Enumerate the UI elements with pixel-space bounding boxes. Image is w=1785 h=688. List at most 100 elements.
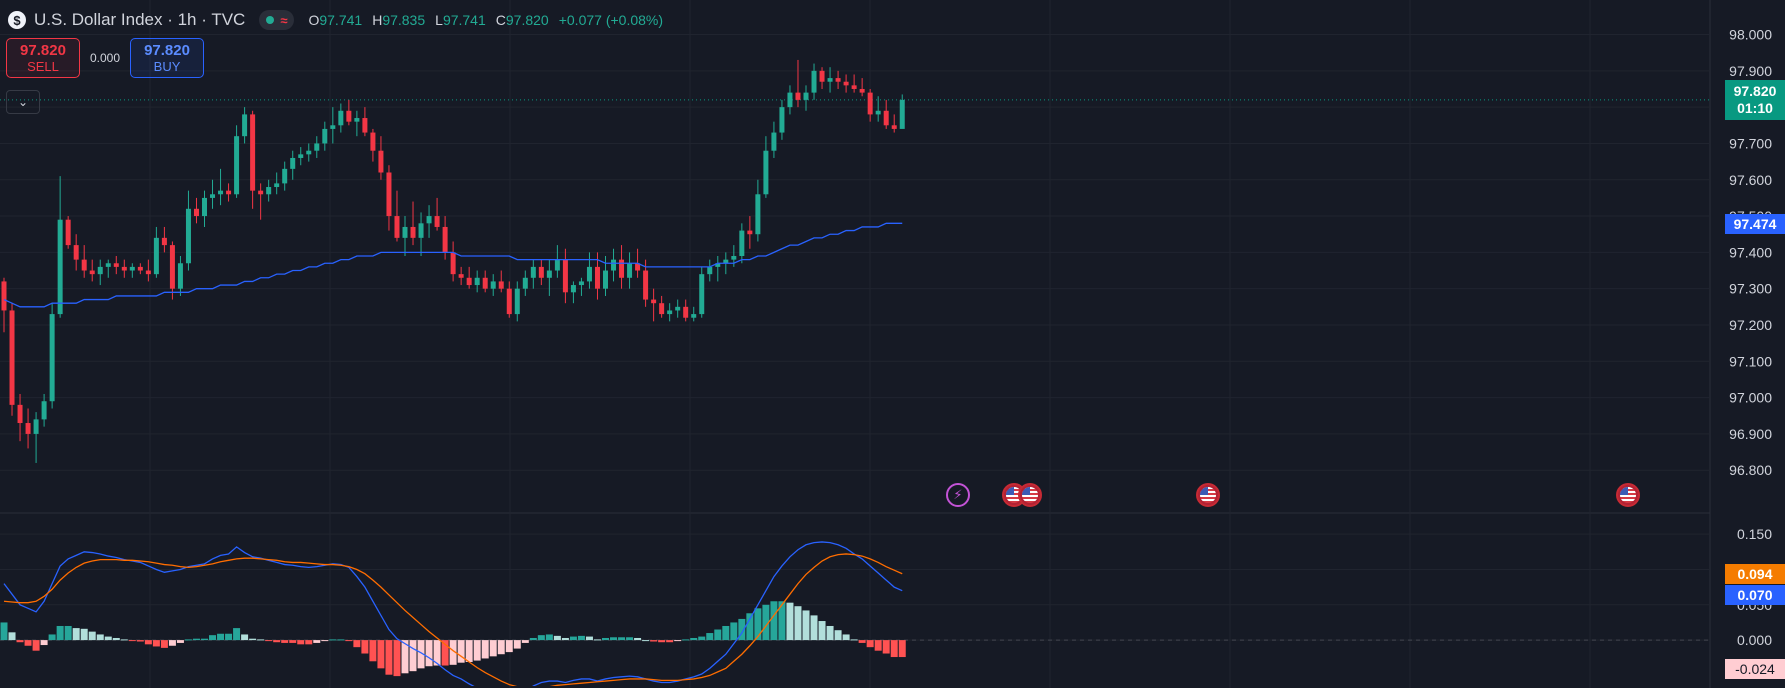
buy-button[interactable]: 97.820 BUY: [130, 38, 205, 78]
macd-histogram-bar: [690, 637, 698, 641]
candle-body: [627, 263, 633, 278]
candle-body: [683, 306, 689, 318]
macd-histogram-bar: [521, 640, 529, 643]
candle-body: [298, 154, 304, 158]
macd-histogram-bar: [553, 635, 561, 641]
candle-body: [218, 190, 224, 195]
macd-histogram-bar: [513, 640, 521, 649]
price-tick-label: 97.900: [1729, 63, 1772, 79]
open-label: O: [308, 12, 320, 28]
candle-body: [691, 314, 697, 318]
macd-histogram-bar: [866, 640, 874, 648]
macd-histogram-bar: [449, 640, 457, 665]
macd-histogram-bar: [176, 640, 184, 643]
price-tick-label: 96.800: [1729, 462, 1772, 478]
macd-histogram-bar: [136, 640, 144, 642]
last-price-value: 97.820: [1733, 83, 1777, 99]
macd-histogram-bar: [273, 640, 281, 643]
macd-histogram-bar: [40, 640, 48, 646]
candle-body: [322, 128, 328, 144]
collapse-legend-button[interactable]: ⌄: [6, 90, 40, 114]
change-value: +0.077 (+0.08%): [558, 12, 664, 28]
candle-body: [1, 281, 7, 311]
candle-body: [266, 187, 272, 195]
price-tick-label: 97.200: [1729, 317, 1772, 333]
price-tick-label: 97.700: [1729, 135, 1772, 151]
macd-histogram-bar: [858, 640, 866, 643]
candle-body: [603, 270, 608, 289]
candle-body: [578, 281, 584, 286]
macd-histogram-bar: [233, 628, 241, 641]
candle-body: [113, 263, 119, 267]
candle-body: [570, 285, 576, 293]
candle-body: [546, 270, 552, 278]
candle-body: [57, 219, 63, 315]
macd-histogram-bar: [337, 639, 345, 641]
candle-body: [362, 118, 368, 133]
macd-histogram-bar: [120, 639, 128, 641]
macd-histogram-bar: [569, 636, 577, 641]
candle-body: [33, 419, 39, 434]
macd-histogram-bar: [289, 640, 297, 643]
market-open-dot-icon: [266, 16, 275, 24]
macd-histogram-bar: [473, 640, 481, 661]
candle-body: [282, 168, 288, 184]
open-value: 97.741: [319, 12, 363, 28]
macd-histogram-bar: [481, 640, 489, 659]
macd-histogram-bar: [593, 639, 601, 641]
macd-histogram-bar: [545, 634, 553, 641]
macd-histogram-bar: [80, 628, 88, 641]
us-flag-icon[interactable]: [1196, 483, 1220, 507]
candle-body: [338, 110, 344, 126]
lightning-icon[interactable]: ⚡: [946, 483, 970, 507]
us-flag-icon[interactable]: [1018, 483, 1042, 507]
us-flag-icon[interactable]: [1616, 483, 1640, 507]
dollar-logo-icon[interactable]: $: [8, 11, 26, 29]
macd-histogram-bar: [698, 636, 706, 641]
low-label: L: [435, 12, 443, 28]
candle-body: [97, 266, 103, 275]
candle-body: [795, 92, 801, 100]
candle-body: [522, 277, 528, 289]
macd-histogram-bar: [602, 637, 609, 641]
histogram-value-tag: -0.024: [1725, 659, 1785, 679]
candle-body: [739, 230, 745, 256]
ohlc-legend: O97.741 H97.835 L97.741 C97.820 +0.077 (…: [308, 12, 663, 28]
macd-histogram-bar: [842, 634, 850, 641]
macd-histogram-bar: [409, 640, 417, 672]
chevron-down-icon: ⌄: [17, 95, 29, 109]
candle-body: [386, 172, 392, 217]
market-status[interactable]: ≈: [259, 10, 295, 30]
candle-body: [530, 266, 536, 278]
macd-histogram-bar: [168, 640, 176, 646]
candle-body: [667, 310, 673, 315]
macd-histogram-bar: [786, 602, 794, 641]
macd-histogram-bar: [826, 625, 834, 641]
candle-body: [474, 277, 480, 286]
sell-label: SELL: [27, 59, 59, 74]
macd-tick-label: 0.000: [1737, 632, 1772, 648]
macd-histogram-bar: [401, 640, 409, 674]
candle-body: [506, 288, 512, 315]
macd-histogram-bar: [88, 631, 96, 641]
candle-body: [410, 226, 416, 238]
macd-histogram-bar: [393, 640, 401, 677]
macd-histogram-bar: [898, 640, 906, 658]
candle-body: [514, 288, 520, 315]
symbol-title[interactable]: U.S. Dollar Index · 1h · TVC: [34, 10, 246, 29]
macd-histogram-bar: [433, 640, 441, 666]
macd-histogram-bar: [770, 601, 778, 641]
candle-body: [418, 223, 424, 238]
signal-value-tag: 0.094: [1725, 564, 1785, 584]
candle-body: [586, 266, 592, 282]
macd-histogram-bar: [810, 615, 818, 641]
candle-body: [675, 306, 681, 311]
candle-body: [875, 110, 881, 115]
price-tick-label: 96.900: [1729, 426, 1772, 442]
macd-histogram-bar: [561, 637, 569, 641]
candle-body: [177, 263, 183, 289]
macd-histogram-bar: [241, 634, 249, 641]
sell-button[interactable]: 97.820 SELL: [6, 38, 80, 78]
candle-body: [250, 114, 256, 191]
